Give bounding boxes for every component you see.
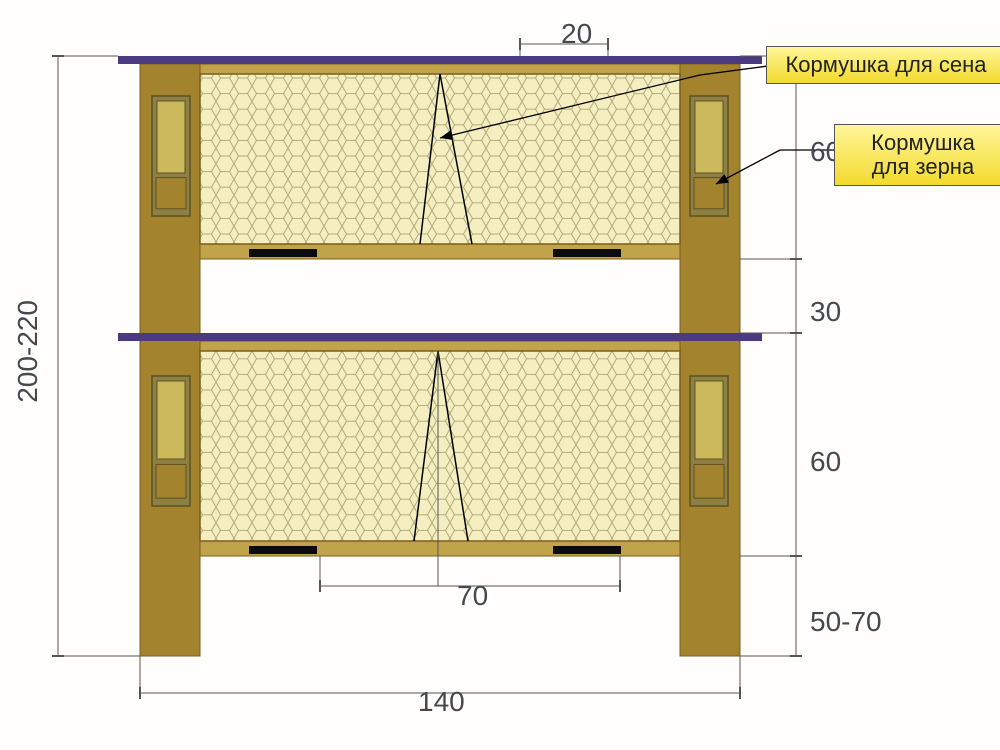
dim-roof-gap: 20 bbox=[561, 18, 592, 50]
callout-grain-l2: для зерна bbox=[872, 154, 974, 179]
dim-total-w: 140 bbox=[418, 686, 465, 718]
callout-grain-l1: Кормушка bbox=[871, 130, 975, 155]
dim-total-height: 200-220 bbox=[12, 300, 44, 403]
diagram-stage: 200-220 20 60 30 60 50-70 70 140 Кормушк… bbox=[0, 0, 1000, 750]
dim-door-w: 70 bbox=[457, 580, 488, 612]
dim-tier-bot: 60 bbox=[810, 446, 841, 478]
dim-leg: 50-70 bbox=[810, 606, 882, 638]
dim-gap: 30 bbox=[810, 296, 841, 328]
callout-hay: Кормушка для сена bbox=[766, 46, 1000, 84]
callout-grain: Кормушкадля зерна bbox=[834, 124, 1000, 186]
